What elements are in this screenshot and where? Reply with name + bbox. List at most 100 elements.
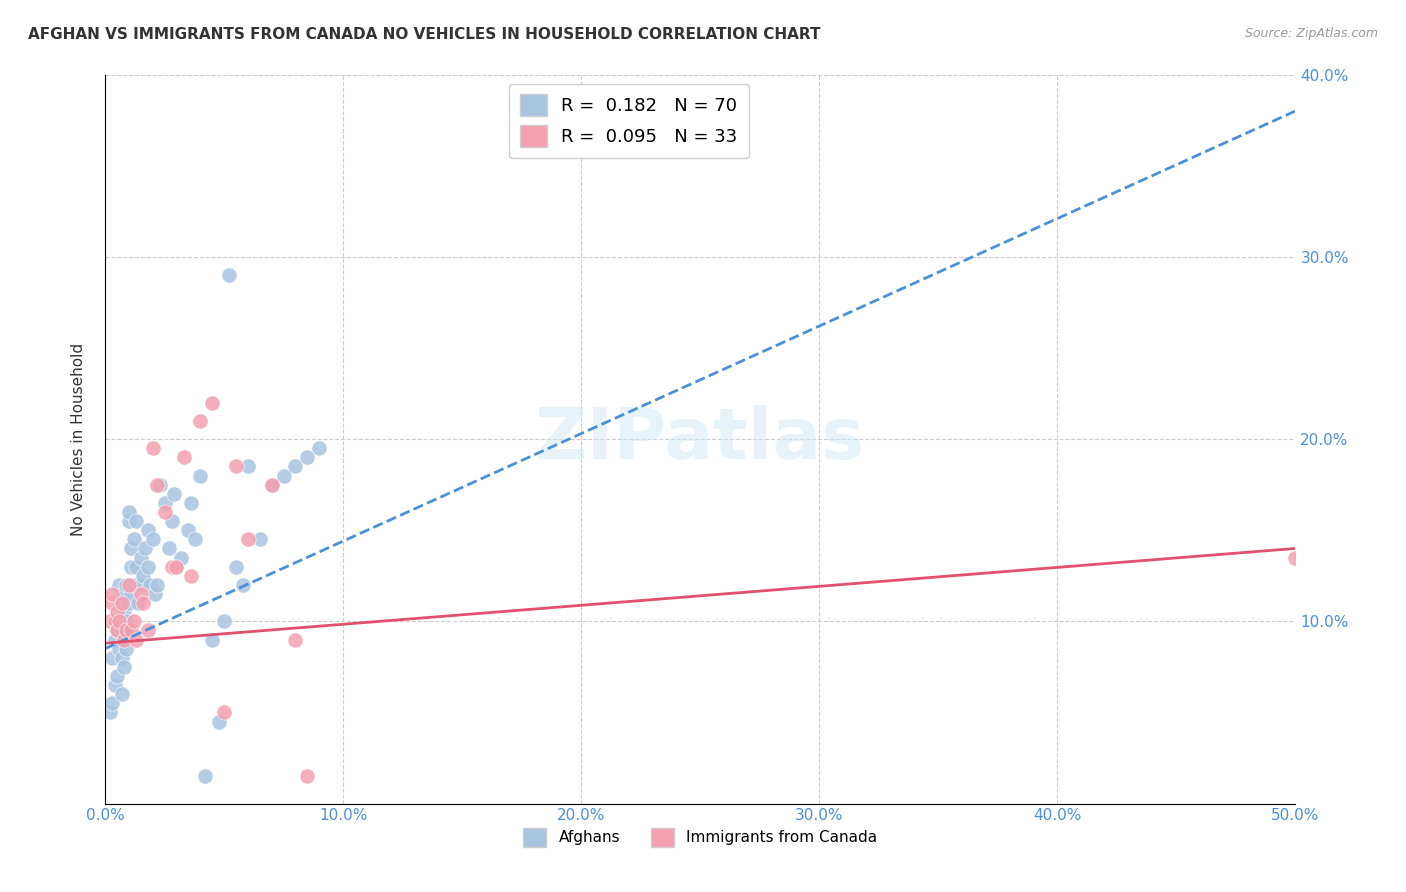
Point	[218, 268, 240, 282]
Point	[163, 487, 186, 501]
Point	[111, 650, 134, 665]
Point	[236, 459, 259, 474]
Point	[112, 587, 135, 601]
Point	[149, 477, 172, 491]
Point	[136, 559, 159, 574]
Point	[184, 533, 207, 547]
Point	[101, 697, 124, 711]
Point	[143, 587, 166, 601]
Point	[112, 632, 135, 647]
Point	[260, 477, 283, 491]
Point	[120, 624, 142, 638]
Point	[122, 533, 145, 547]
Point	[188, 414, 211, 428]
Legend: R =  0.182   N = 70, R =  0.095   N = 33: R = 0.182 N = 70, R = 0.095 N = 33	[509, 84, 748, 158]
Point	[139, 578, 162, 592]
Point	[111, 624, 134, 638]
Point	[112, 632, 135, 647]
Point	[232, 578, 254, 592]
Point	[132, 568, 155, 582]
Y-axis label: No Vehicles in Household: No Vehicles in Household	[72, 343, 86, 535]
Point	[118, 596, 141, 610]
Point	[115, 624, 138, 638]
Point	[98, 706, 121, 720]
Point	[146, 477, 169, 491]
Point	[125, 632, 148, 647]
Point	[225, 559, 247, 574]
Point	[188, 468, 211, 483]
Point	[194, 769, 217, 783]
Text: ZIPatlas: ZIPatlas	[536, 405, 865, 474]
Point	[153, 505, 176, 519]
Point	[134, 541, 156, 556]
Point	[170, 550, 193, 565]
Point	[273, 468, 295, 483]
Point	[212, 706, 235, 720]
Point	[129, 587, 152, 601]
Point	[132, 596, 155, 610]
Point	[120, 559, 142, 574]
Point	[101, 587, 124, 601]
Point	[103, 678, 125, 692]
Point	[105, 624, 128, 638]
Point	[165, 559, 187, 574]
Point	[236, 533, 259, 547]
Point	[111, 615, 134, 629]
Point	[129, 578, 152, 592]
Point	[115, 641, 138, 656]
Point	[108, 615, 131, 629]
Point	[103, 632, 125, 647]
Point	[115, 624, 138, 638]
Point	[249, 533, 271, 547]
Point	[118, 514, 141, 528]
Point	[142, 533, 165, 547]
Point	[120, 587, 142, 601]
Point	[105, 669, 128, 683]
Point	[122, 615, 145, 629]
Text: Source: ZipAtlas.com: Source: ZipAtlas.com	[1244, 27, 1378, 40]
Point	[122, 578, 145, 592]
Point	[208, 714, 231, 729]
Point	[111, 687, 134, 701]
Point	[129, 550, 152, 565]
Point	[112, 605, 135, 619]
Point	[136, 624, 159, 638]
Point	[177, 523, 200, 537]
Point	[284, 632, 307, 647]
Point	[108, 578, 131, 592]
Point	[108, 641, 131, 656]
Point	[101, 596, 124, 610]
Point	[136, 523, 159, 537]
Point	[146, 578, 169, 592]
Point	[180, 496, 202, 510]
Point	[165, 559, 187, 574]
Point	[101, 650, 124, 665]
Point	[160, 514, 183, 528]
Point	[225, 459, 247, 474]
Point	[112, 660, 135, 674]
Point	[111, 596, 134, 610]
Point	[201, 395, 224, 409]
Point	[160, 559, 183, 574]
Point	[284, 459, 307, 474]
Point	[173, 450, 195, 465]
Point	[118, 505, 141, 519]
Point	[118, 578, 141, 592]
Point	[111, 596, 134, 610]
Point	[115, 615, 138, 629]
Point	[98, 615, 121, 629]
Point	[120, 541, 142, 556]
Point	[105, 615, 128, 629]
Point	[127, 596, 149, 610]
Point	[212, 615, 235, 629]
Point	[260, 477, 283, 491]
Point	[180, 568, 202, 582]
Point	[153, 496, 176, 510]
Point	[115, 578, 138, 592]
Point	[142, 441, 165, 455]
Point	[157, 541, 180, 556]
Point	[103, 615, 125, 629]
Point	[125, 559, 148, 574]
Point	[297, 769, 319, 783]
Point	[201, 632, 224, 647]
